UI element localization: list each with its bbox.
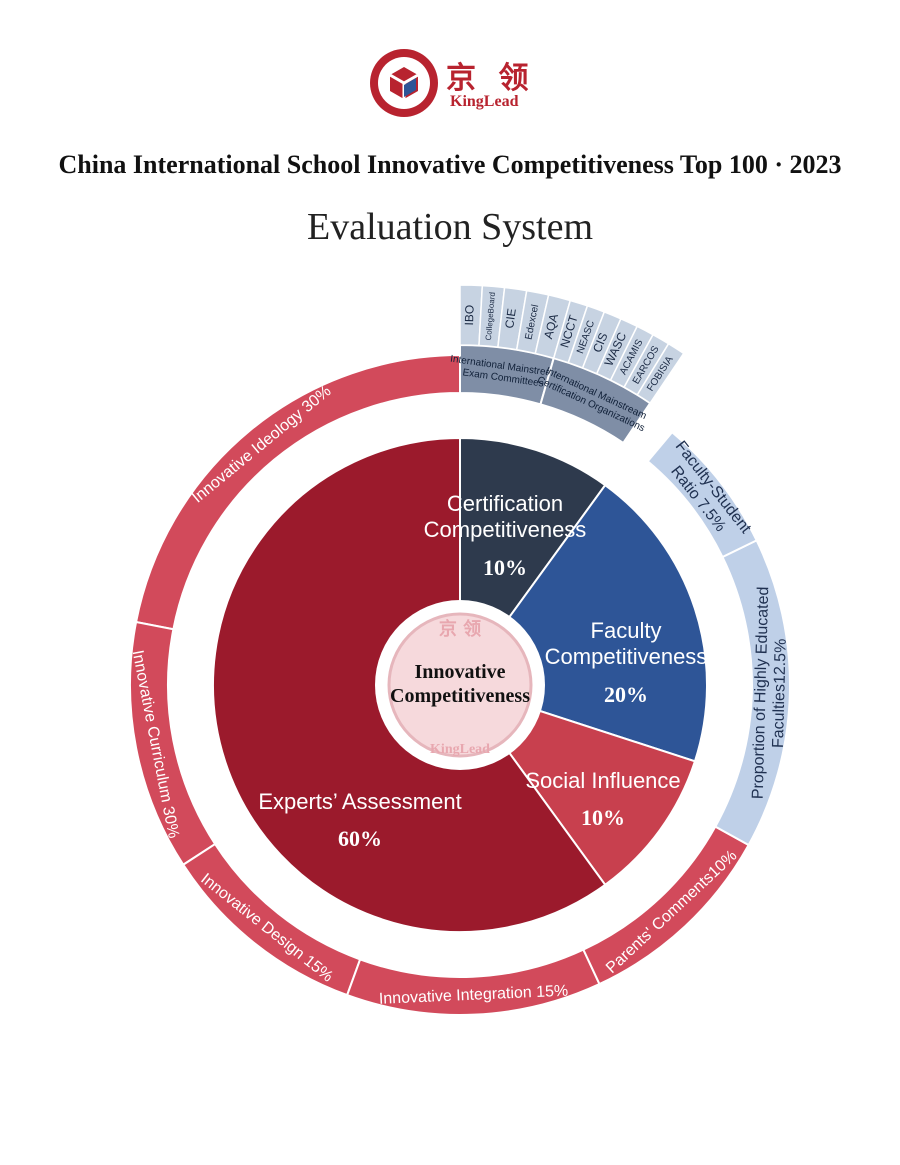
certification-member-label-line: AQA bbox=[541, 312, 561, 340]
kinglead-seal-icon bbox=[370, 49, 438, 117]
inner-slice-label-line: Competitiveness bbox=[424, 517, 587, 542]
outer-ring-label: Proportion of Highly EducatedFaculties12… bbox=[750, 586, 791, 799]
inner-slice-percent: 60% bbox=[338, 826, 382, 851]
inner-slice-percent-line: 10% bbox=[483, 555, 527, 580]
outer-ring-segment bbox=[129, 620, 217, 867]
certification-member-label: CollegeBoard bbox=[484, 292, 497, 341]
certification-member-label: CIE bbox=[502, 308, 519, 330]
outer-ring-segment bbox=[646, 430, 758, 559]
outer-ring-segment bbox=[714, 539, 791, 847]
page-subtitle: Evaluation System bbox=[306, 206, 594, 248]
outer-ring-segment bbox=[181, 842, 362, 997]
center-watermark-en: KingLead bbox=[430, 742, 490, 757]
logo-english-name: KingLead bbox=[450, 93, 519, 110]
inner-slice-label-line: Social Influence bbox=[525, 768, 680, 793]
inner-slice-label-line: Certification bbox=[447, 491, 563, 516]
outer-ring-label-line: Proportion of Highly Educated bbox=[750, 586, 773, 799]
inner-slice-label-line: Faculty bbox=[591, 618, 662, 643]
outer-ring-label: Innovative Design 15% bbox=[197, 871, 336, 986]
inner-slice-label: Faculty Competitiveness bbox=[545, 618, 708, 669]
inner-slice-percent: 20% bbox=[604, 682, 648, 707]
inner-slice-label: Social Influence bbox=[525, 768, 680, 793]
outer-ring-label-line: Faculties12.5% bbox=[770, 638, 790, 748]
certification-member-label-line: IBO bbox=[462, 305, 477, 326]
center-watermark-text: 京 领 bbox=[439, 618, 481, 640]
outer-ring-segment bbox=[582, 825, 750, 986]
outer-ring-label-line: Innovative Design 15% bbox=[197, 871, 336, 986]
center-label-line: Competitiveness bbox=[390, 684, 530, 706]
certification-member-label: IBO bbox=[462, 305, 477, 326]
certification-member-label-line: CIE bbox=[502, 308, 519, 330]
inner-slice-label-line: Experts’ Assessment bbox=[258, 789, 461, 814]
certification-member-label: AQA bbox=[541, 312, 561, 340]
kinglead-logo: 京 领 KingLead bbox=[366, 45, 546, 125]
inner-slice-label: Certification Competitiveness bbox=[424, 491, 587, 542]
inner-slice-label: Experts’ Assessment bbox=[258, 789, 461, 814]
certification-member-label-line: CollegeBoard bbox=[484, 292, 497, 341]
center-label-line: Innovative bbox=[414, 661, 505, 683]
inner-slice-percent-line: 60% bbox=[338, 826, 382, 851]
logo-chinese-name: 京 领 bbox=[446, 61, 535, 96]
inner-slice-label-line: Competitiveness bbox=[545, 644, 708, 669]
inner-slice-percent-line: 20% bbox=[604, 682, 648, 707]
center-watermark-seal bbox=[387, 612, 533, 758]
page-title: China International School Innovative Co… bbox=[58, 150, 842, 179]
inner-slice-percent: 10% bbox=[483, 555, 527, 580]
center-label: Innovative Competitiveness bbox=[390, 661, 530, 707]
outer-ring-segment bbox=[345, 948, 601, 1017]
inner-slice-percent: 10% bbox=[581, 805, 625, 830]
certification-member-cell bbox=[636, 342, 685, 405]
inner-slice-percent-line: 10% bbox=[581, 805, 625, 830]
